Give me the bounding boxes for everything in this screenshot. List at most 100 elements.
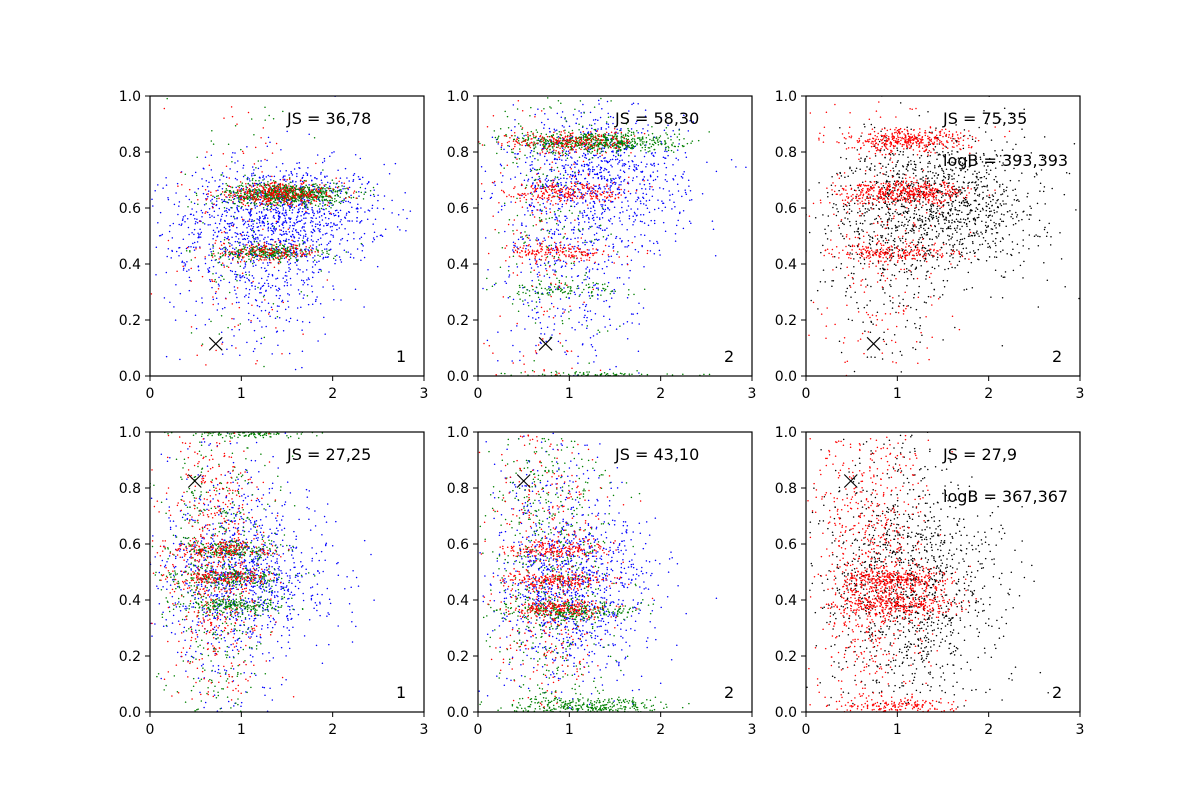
data-point — [223, 210, 226, 212]
data-point — [247, 302, 250, 304]
data-point — [641, 187, 643, 190]
data-point — [320, 207, 323, 210]
data-point — [199, 220, 201, 222]
data-point — [223, 278, 225, 280]
data-point — [214, 180, 216, 182]
data-point — [630, 313, 633, 315]
data-point — [574, 245, 576, 248]
data-point — [582, 169, 584, 172]
data-point — [359, 157, 362, 160]
data-point — [493, 130, 496, 132]
data-point — [268, 190, 271, 192]
data-point — [285, 271, 287, 274]
data-point — [330, 248, 332, 251]
data-point — [572, 228, 575, 231]
data-point — [286, 178, 288, 181]
data-point — [217, 252, 220, 254]
data-point — [524, 144, 527, 147]
data-point — [316, 210, 319, 212]
data-point — [275, 142, 278, 145]
data-point — [283, 284, 286, 287]
data-point — [316, 184, 318, 187]
data-point — [644, 146, 647, 149]
data-point — [484, 237, 487, 239]
data-point — [237, 261, 239, 264]
data-point — [340, 299, 342, 301]
data-point — [522, 303, 525, 306]
data-point — [302, 237, 305, 239]
data-point — [571, 327, 573, 329]
data-point — [601, 289, 603, 292]
data-point — [290, 172, 293, 174]
data-point — [353, 190, 356, 192]
data-point — [484, 170, 487, 173]
data-point — [238, 306, 241, 309]
data-point — [296, 188, 299, 190]
data-point — [557, 207, 560, 210]
data-point — [554, 214, 556, 216]
data-point — [215, 258, 217, 261]
data-point — [686, 142, 689, 145]
data-point — [321, 195, 324, 198]
data-point — [266, 279, 268, 281]
data-point — [321, 182, 323, 184]
data-point — [308, 251, 311, 253]
data-point — [529, 263, 532, 265]
data-point — [549, 208, 551, 210]
data-point — [376, 207, 379, 209]
series-green — [479, 97, 711, 376]
data-point — [536, 237, 538, 239]
data-point — [249, 214, 252, 216]
data-point — [612, 243, 614, 245]
data-point — [619, 212, 621, 214]
data-point — [333, 299, 335, 301]
data-point — [271, 222, 274, 225]
data-point — [284, 219, 287, 222]
data-point — [253, 237, 255, 240]
data-point — [650, 219, 652, 222]
data-point — [258, 219, 261, 222]
data-point — [577, 237, 579, 239]
data-point — [211, 215, 213, 217]
data-point — [263, 184, 266, 186]
data-point — [207, 224, 209, 226]
data-point — [301, 188, 303, 191]
data-point — [240, 249, 243, 252]
data-point — [271, 194, 274, 197]
data-point — [210, 259, 213, 262]
data-point — [615, 328, 618, 330]
data-point — [237, 249, 240, 251]
data-point — [544, 112, 546, 115]
data-point — [291, 211, 293, 214]
data-point — [297, 208, 300, 211]
data-point — [353, 231, 355, 234]
data-point — [260, 248, 262, 251]
data-point — [228, 223, 231, 225]
data-point — [290, 243, 293, 246]
data-point — [340, 200, 342, 203]
data-point — [360, 220, 363, 222]
data-point — [220, 314, 223, 317]
data-point — [238, 256, 240, 258]
data-point — [564, 219, 567, 221]
data-point — [645, 165, 647, 168]
data-point — [604, 157, 606, 159]
data-point — [645, 204, 647, 207]
data-point — [257, 225, 260, 228]
data-point — [615, 177, 617, 180]
data-point — [560, 116, 563, 118]
data-point — [227, 223, 229, 225]
data-point — [270, 195, 272, 198]
data-point — [535, 344, 537, 347]
data-point — [683, 137, 685, 140]
data-point — [276, 211, 278, 214]
data-point — [263, 365, 265, 368]
data-point — [304, 194, 307, 197]
data-point — [638, 302, 640, 304]
data-point — [233, 216, 235, 218]
data-point — [303, 282, 306, 284]
data-point — [312, 220, 314, 223]
data-point — [346, 239, 349, 242]
data-point — [288, 177, 291, 179]
data-point — [188, 188, 191, 191]
